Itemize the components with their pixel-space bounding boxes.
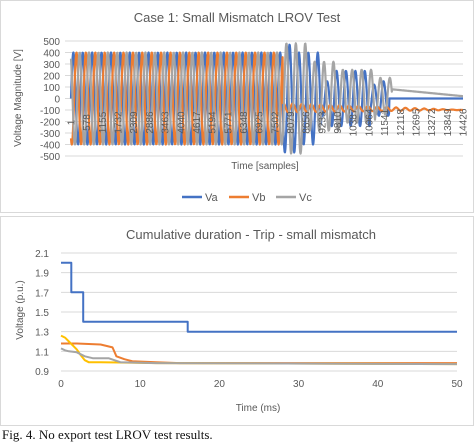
x-tick-label: 2886 xyxy=(145,111,156,134)
x-tick-label: 10387 xyxy=(349,108,360,136)
x-tick-label: 8656 xyxy=(302,111,313,134)
x-tick-label: 6925 xyxy=(255,111,266,134)
x-tick-label: 10964 xyxy=(364,108,375,136)
y-tick-label: 1.5 xyxy=(35,308,49,319)
x-tick-label: 578 xyxy=(82,114,93,131)
legend-label-vc: Vc xyxy=(299,192,312,204)
y-tick-label: 1.9 xyxy=(35,269,49,280)
y-tick-label: 1.3 xyxy=(35,328,49,339)
y-tick-label: 1.7 xyxy=(35,288,49,299)
x-axis-label: Time (ms) xyxy=(236,403,281,414)
x-tick-label: 50 xyxy=(451,379,463,390)
x-tick-label: 4617 xyxy=(192,111,203,134)
x-tick-label: 1732 xyxy=(114,111,125,134)
x-axis-label: Time [samples] xyxy=(231,161,299,172)
y-tick-label: 1.1 xyxy=(35,347,49,358)
y-tick-label: 100 xyxy=(43,83,60,94)
y-tick-label: -300 xyxy=(40,129,60,140)
x-tick-label: 5771 xyxy=(223,111,234,134)
y-tick-label: 2.1 xyxy=(35,249,49,260)
y-tick-label: -500 xyxy=(40,152,60,163)
x-tick-label: 30 xyxy=(293,379,305,390)
x-tick-label: 14426 xyxy=(459,108,470,136)
y-tick-label: 0.9 xyxy=(35,367,49,378)
cumulative-duration-chart: Cumulative duration - Trip - small misma… xyxy=(15,227,463,414)
x-tick-label: 13849 xyxy=(443,108,454,136)
chart-title: Case 1: Small Mismatch LROV Test xyxy=(134,10,341,25)
y-tick-label: 500 xyxy=(43,37,60,48)
y-tick-label: -200 xyxy=(40,118,60,129)
series-line-3 xyxy=(60,334,458,366)
x-tick-label: 3463 xyxy=(161,111,172,134)
x-tick-label: 7502 xyxy=(270,111,281,134)
x-tick-label: 20 xyxy=(214,379,226,390)
y-tick-label: 0 xyxy=(54,95,60,106)
x-tick-label: 9810 xyxy=(333,111,344,134)
figure-caption: Fig. 4. No export test LROV test results… xyxy=(2,427,213,442)
series-line-vc xyxy=(69,42,464,155)
x-tick-label: 1 xyxy=(67,119,78,125)
x-tick-label: 1155 xyxy=(98,111,109,133)
x-tick-label: 0 xyxy=(58,379,64,390)
y-axis-label: Voltage (p.u.) xyxy=(15,280,26,339)
legend-label-vb: Vb xyxy=(252,192,265,204)
x-tick-label: 13272 xyxy=(427,108,438,136)
y-tick-label: -100 xyxy=(40,106,60,117)
chart-title: Cumulative duration - Trip - small misma… xyxy=(126,227,376,242)
x-tick-label: 40 xyxy=(372,379,384,390)
x-tick-label: 6348 xyxy=(239,111,250,134)
y-tick-label: -400 xyxy=(40,141,60,152)
x-tick-label: 2309 xyxy=(129,111,140,134)
x-tick-label: 9233 xyxy=(317,111,328,134)
y-tick-label: 200 xyxy=(43,72,60,83)
y-axis-label: Voltage Magnitude [V] xyxy=(13,49,24,147)
x-tick-label: 4040 xyxy=(176,111,187,134)
x-tick-label: 8079 xyxy=(286,111,297,134)
x-tick-label: 11541 xyxy=(380,109,391,137)
top-chart-panel: Case 1: Small Mismatch LROV Test Voltage… xyxy=(0,0,474,213)
series-line-vb xyxy=(69,51,464,146)
y-tick-label: 300 xyxy=(43,60,60,71)
x-tick-label: 12118 xyxy=(396,109,407,137)
x-tick-label: 10 xyxy=(135,379,147,390)
bottom-chart-panel: Cumulative duration - Trip - small misma… xyxy=(0,216,474,426)
lrov-voltage-chart: Case 1: Small Mismatch LROV Test Voltage… xyxy=(13,10,470,204)
y-tick-label: 400 xyxy=(43,49,60,60)
x-tick-label: 5194 xyxy=(208,111,219,134)
legend-label-va: Va xyxy=(205,192,219,204)
series-line-4 xyxy=(60,347,458,366)
x-tick-label: 12695 xyxy=(411,108,422,136)
series-line-1 xyxy=(61,261,457,333)
series-line-2 xyxy=(61,342,457,365)
